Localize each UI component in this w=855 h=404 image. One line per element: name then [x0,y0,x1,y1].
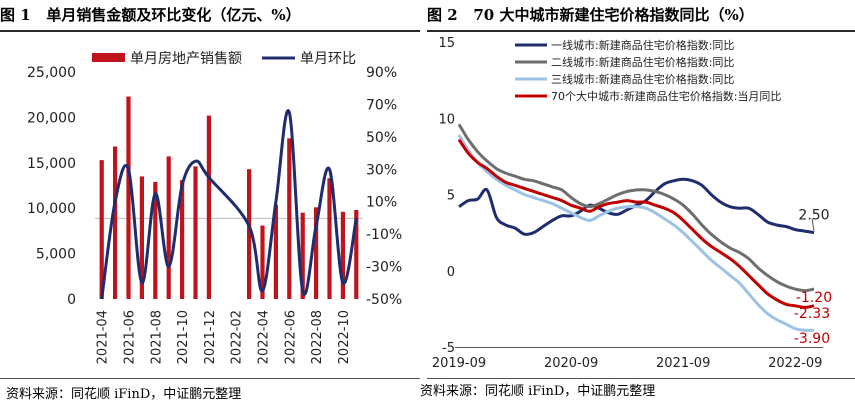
bar-2021-12 [206,115,211,299]
bar-2021-04 [99,160,104,299]
right-title-rule [427,30,855,32]
x-tick-label: 2020-09 [544,356,598,371]
line-series-3 [457,138,815,309]
legend-label-1: 二线城市:新建商品住宅价格指数:同比 [551,55,734,69]
end-label-leader [811,218,815,231]
y-tick-label: -5 [442,341,455,356]
bar-2021-08 [153,181,158,299]
x-tick-label: 2022-02 [230,310,245,364]
bar-2022-09 [327,178,332,299]
x-tick-label: 2019-09 [432,356,486,371]
line-series-2 [457,134,815,332]
right-chart: -5 0 5 10 15 2019-09 2020-09 2021-09 2022-09 2.50… [432,36,832,371]
end-value-label-2: -3.90 [794,331,830,347]
x-tick-label: 2022-10 [337,310,352,364]
bar-2022-05 [273,204,278,299]
y-left-tick-label: 25,000 [27,65,76,81]
bar-2022-04 [260,225,265,299]
end-value-label-0: 2.50 [798,208,829,224]
bar-2021-09 [166,156,171,299]
y-left-tick-label: 0 [67,292,76,308]
bar-2021-06 [126,96,131,299]
y-left-tick-label: 5,000 [36,247,76,263]
y-left-tick-label: 20,000 [27,110,76,126]
y-left-tick-label: 10,000 [27,201,76,217]
end-value-label-3: -2.33 [794,306,830,322]
y-right-tick-label: 70% [366,97,397,113]
y-right-tick-label: -10% [366,227,402,243]
legend-label-bar: 单月房地产销售额 [130,51,242,67]
left-figure-label: 图 1 [0,6,31,24]
bar-2022-08 [314,207,319,299]
y-tick-label: 15 [438,36,455,51]
x-tick-label: 2022-04 [257,310,272,364]
left-title-rule [0,30,420,32]
y-left-tick-label: 15,000 [27,156,76,172]
y-right-tick-label: 10% [366,195,397,211]
right-source-note: 资料来源：同花顺 iFinD，中证鹏元整理 [420,384,656,399]
right-figure-label: 图 2 [427,6,458,24]
y-right-tick-label: 90% [366,65,397,81]
bar-2021-07 [139,176,144,299]
bar-2022-10 [340,211,345,299]
y-tick-label: 5 [447,189,455,204]
x-tick-label: 2022-09 [768,356,822,371]
left-source-note: 资料来源：同花顺 iFinD，中证鹏元整理 [6,387,242,402]
y-tick-label: 10 [438,112,455,127]
x-tick-label: 2021-09 [656,356,710,371]
right-bottom-rule [427,378,855,379]
bar-2022-03 [247,169,252,299]
right-figure-title: 70 大中城市新建住宅价格指数同比（%） [473,6,754,24]
line-mom-change [100,109,358,300]
legend-label-line: 单月环比 [300,51,356,67]
y-right-tick-label: -30% [366,260,402,276]
x-tick-label: 2022-06 [283,310,298,364]
y-right-tick-label: -50% [366,292,402,308]
left-figure-caption: 图 1 单月销售金额及环比变化（亿元、%） [0,0,420,30]
legend-swatch-bar [92,53,125,62]
left-figure-title: 单月销售金额及环比变化（亿元、%） [46,6,301,24]
y-right-tick-label: 50% [366,130,397,146]
legend-label-0: 一线城市:新建商品住宅价格指数:同比 [551,38,734,52]
x-tick-label: 2021-04 [96,310,111,364]
left-bottom-rule [0,378,420,379]
bar-2021-05 [113,146,118,299]
x-tick-label: 2022-08 [310,310,325,364]
bar-2021-10 [180,180,185,299]
legend-label-2: 三线城市:新建商品住宅价格指数:同比 [551,72,734,86]
bar-2021-11 [193,166,198,299]
x-tick-label: 2021-10 [176,310,191,364]
bar-2022-06 [287,138,292,299]
x-tick-label: 2021-12 [203,310,218,364]
right-figure-caption: 图 2 70 大中城市新建住宅价格指数同比（%） [427,0,855,30]
x-tick-label: 2021-08 [149,310,164,364]
legend-label-3: 70个大中城市:新建商品住宅价格指数:当月同比 [551,89,781,103]
end-value-label-1: -1.20 [796,290,832,306]
x-tick-label: 2021-06 [123,310,138,364]
bar-2022-07 [300,212,305,299]
line-series-1 [457,123,815,293]
left-chart: 0 5,000 10,000 15,000 20,000 25,000 -50% -30% -1… [27,51,402,364]
bar-2022-11 [354,210,359,299]
y-tick-label: 0 [447,265,455,280]
y-right-tick-label: 30% [366,162,397,178]
